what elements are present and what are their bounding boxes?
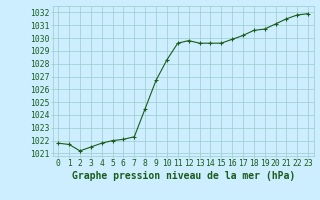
X-axis label: Graphe pression niveau de la mer (hPa): Graphe pression niveau de la mer (hPa)	[72, 171, 295, 181]
